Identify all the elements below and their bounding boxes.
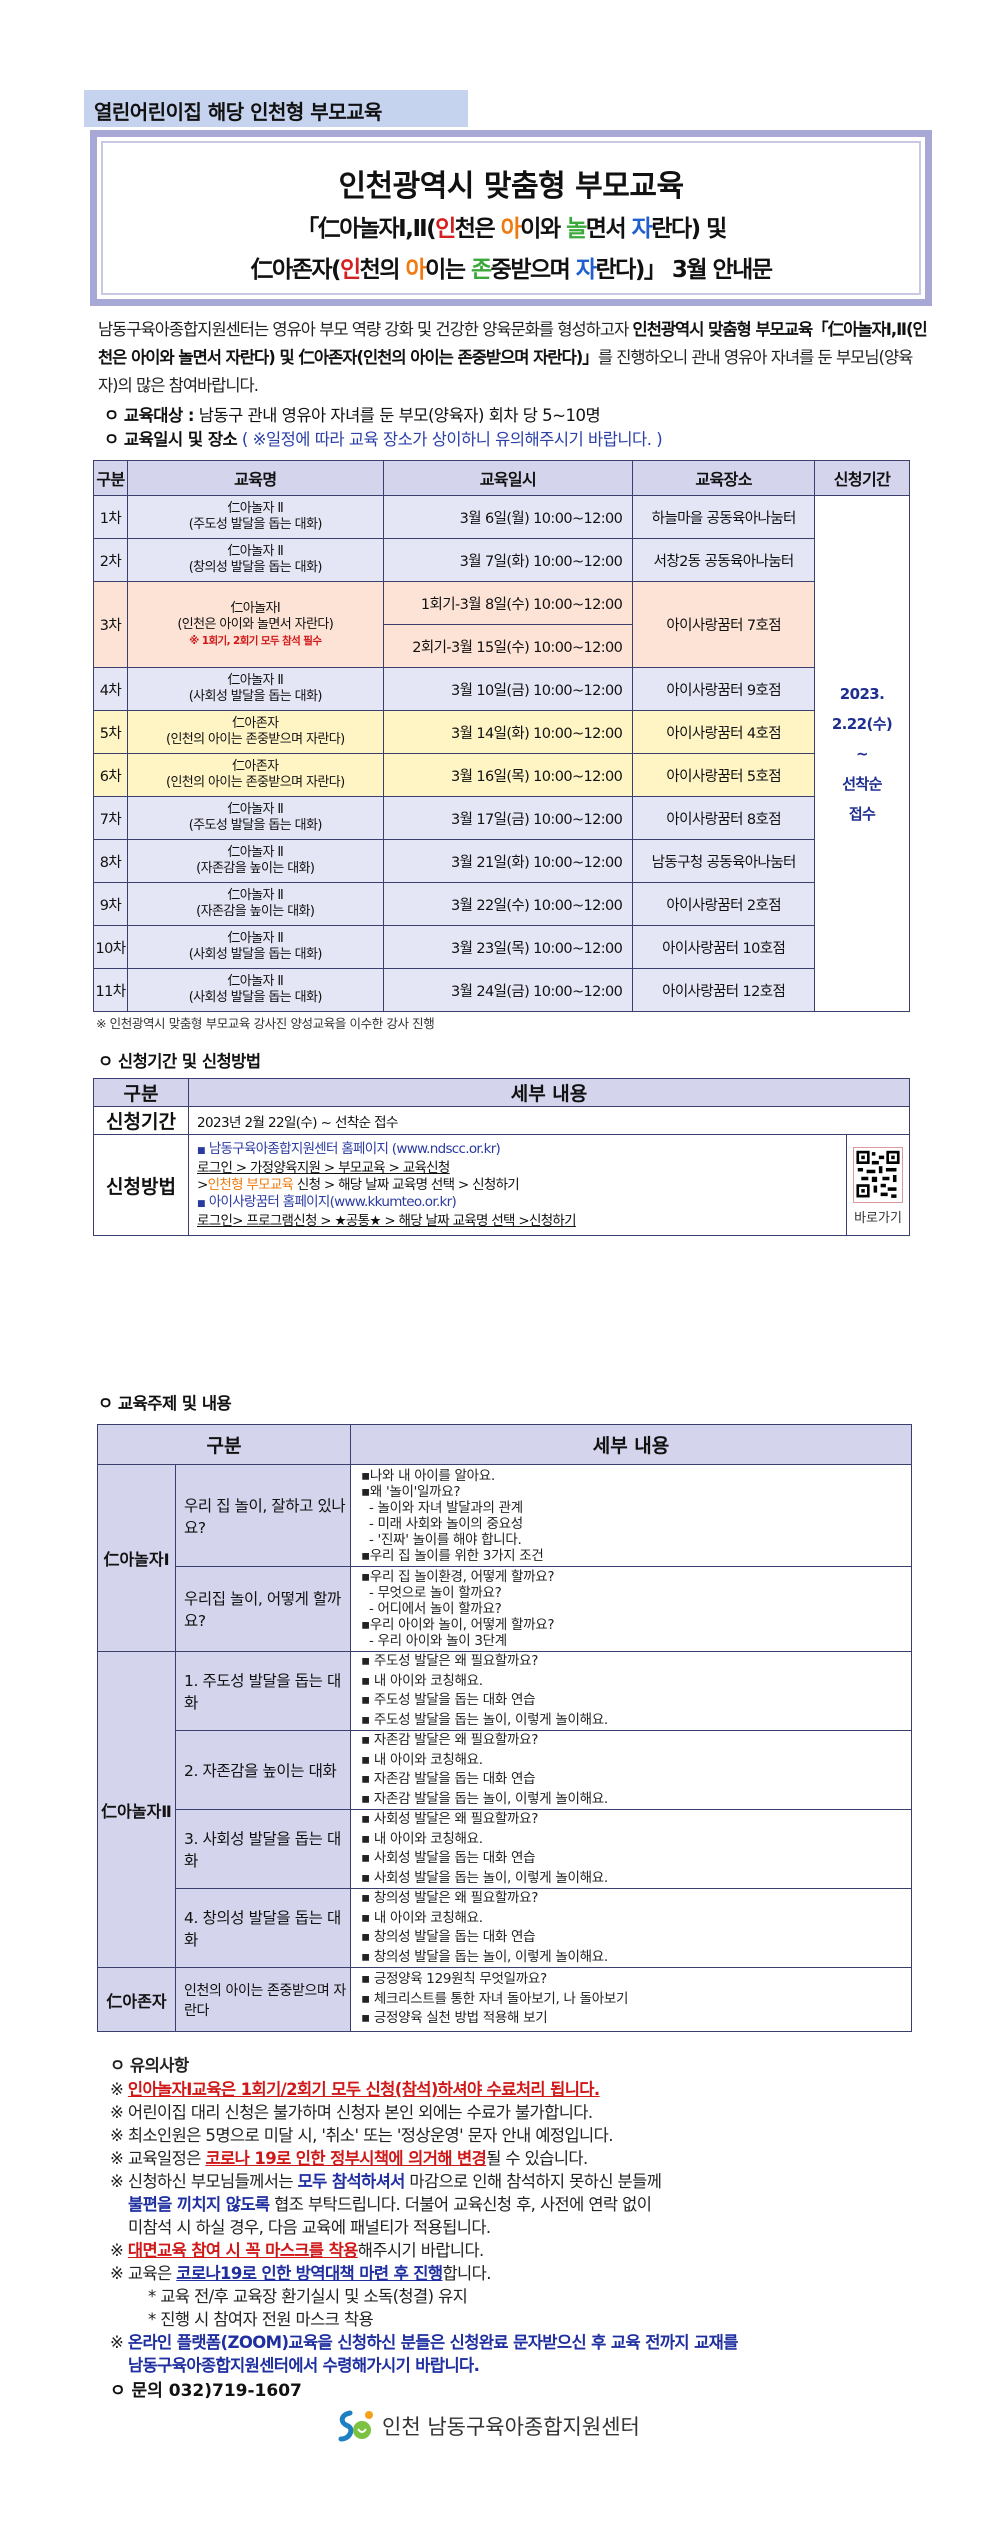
schedule-heading: ㅇ 교육일시 및 장소 ( ※일정에 따라 교육 장소가 상이하니 유의해주시기… [104,430,663,449]
title-line-2: 「仁아놀자Ⅰ,Ⅱ(인천은 아이와 놀면서 자란다) 및 [296,216,727,242]
table-row: 3차 仁아놀자Ⅰ (인천은 아이와 놀면서 자란다) ※ 1회기, 2회기 모두 참… [93,581,910,668]
table-row: 8차 仁아놀자 Ⅱ (자존감을 높이는 대화) 3월 21일(화) 10:00~12:… [93,839,910,883]
page-title: 인천광역시 맞춤형 부모교육 [338,169,684,204]
table-row: 5차 仁아존자 (인천의 아이는 존중받으며 자란다) 3월 14일(화) 10:00… [93,710,910,754]
table-header: 구분 교육명 교육일시 교육장소 신청기간 [93,460,910,496]
topics-table: 구분 세부 내용 仁아놀자Ⅰ 우리 집 놀이, 잘하고 있나요? ▪나와 내 아이를… [97,1424,912,2032]
title-line-3: 仁아존자(인천의 아이는 존중받으며 자란다)」 3월 안내문 [250,257,774,283]
contact-info: ㅇ 문의 032)719-1607 [110,2381,302,2401]
logo-icon [338,2410,373,2442]
topics-heading: ㅇ 교육주제 및 내용 [98,1394,232,1413]
section-label: 열린어린이집 해당 인천형 부모교육 [84,90,468,127]
title-box: 인천광역시 맞춤형 부모교육 「仁아놀자Ⅰ,Ⅱ(인천은 아이와 놀면서 자란다)… [90,130,932,306]
qr-code-icon[interactable] [853,1146,903,1203]
table-row: 4차 仁아놀자 Ⅱ (사회성 발달을 돕는 대화) 3월 10일(금) 10:00~1… [93,667,910,711]
table-row: 11차 仁아놀자 Ⅱ (사회성 발달을 돕는 대화) 3월 24일(금) 10:00~… [93,968,910,1012]
instructor-footnote: ※ 인천광역시 맞춤형 부모교육 강사진 양성교육을 이수한 강사 진행 [96,1016,435,1031]
target-line: ㅇ 교육대상 : 남동구 관내 영유아 자녀를 둔 부모(양육자) 회차 당 5… [104,406,601,425]
table-row: 9차 仁아놀자 Ⅱ (자존감을 높이는 대화) 3월 22일(수) 10:00~12:… [93,882,910,926]
kkumteo-link[interactable]: 아이사랑꿈터 홈페이지(www.kkumteo.or.kr) [208,1193,457,1210]
table-row: 7차 仁아놀자 Ⅱ (주도성 발달을 돕는 대화) 3월 17일(금) 10:00~1… [93,796,910,840]
cautions: ㅇ 유의사항 ※ 인아놀자Ⅰ교육은 1회기/2회기 모두 신청(참석)하셔야 수… [110,2056,738,2375]
document-body: 남동구육아종합지원센터는 영유아 부모 역량 강화 및 건강한 양육문화를 형성… [0,316,992,2443]
ndscc-link[interactable]: 남동구육아종합지원센터 홈페이지 (www.ndscc.or.kr) [208,1140,501,1157]
table-row: 10차 仁아놀자 Ⅱ (사회성 발달을 돕는 대화) 3월 23일(목) 10:00~… [93,925,910,969]
center-logo: 인천 남동구육아종합지원센터 [338,2409,992,2443]
application-heading: ㅇ 신청기간 및 신청방법 [98,1052,261,1071]
apply-period: 2023. 2.22(수) ~ 선착순 접수 [814,495,910,1012]
schedule-table: 구분 교육명 교육일시 교육장소 신청기간 1차 仁아놀자 Ⅱ (주도성 발달을 돕는 대화… [93,460,910,1012]
table-row: 2차 仁아놀자 Ⅱ (창의성 발달을 돕는 대화) 3월 7일(화) 10:00~12… [93,538,910,582]
attendance-note: ※ 1회기, 2회기 모두 참석 필수 [189,634,322,647]
table-row: 1차 仁아놀자 Ⅱ (주도성 발달을 돕는 대화) 3월 6일(월) 10:00~12… [93,495,910,1012]
table-row: 2회기-3월 15일(수) 10:00~12:00 [94,624,910,668]
qr-shortcut[interactable]: 바로가기 [846,1134,910,1236]
application-table: 구분 세부 내용 신청기간 2023년 2월 22일(수) ~ 선착순 접수 신청방… [93,1078,910,1236]
intro-paragraph: 남동구육아종합지원센터는 영유아 부모 역량 강화 및 건강한 양육문화를 형성… [98,320,928,395]
table-row: 6차 仁아존자 (인천의 아이는 존중받으며 자란다) 3월 16일(목) 10:00… [93,753,910,797]
